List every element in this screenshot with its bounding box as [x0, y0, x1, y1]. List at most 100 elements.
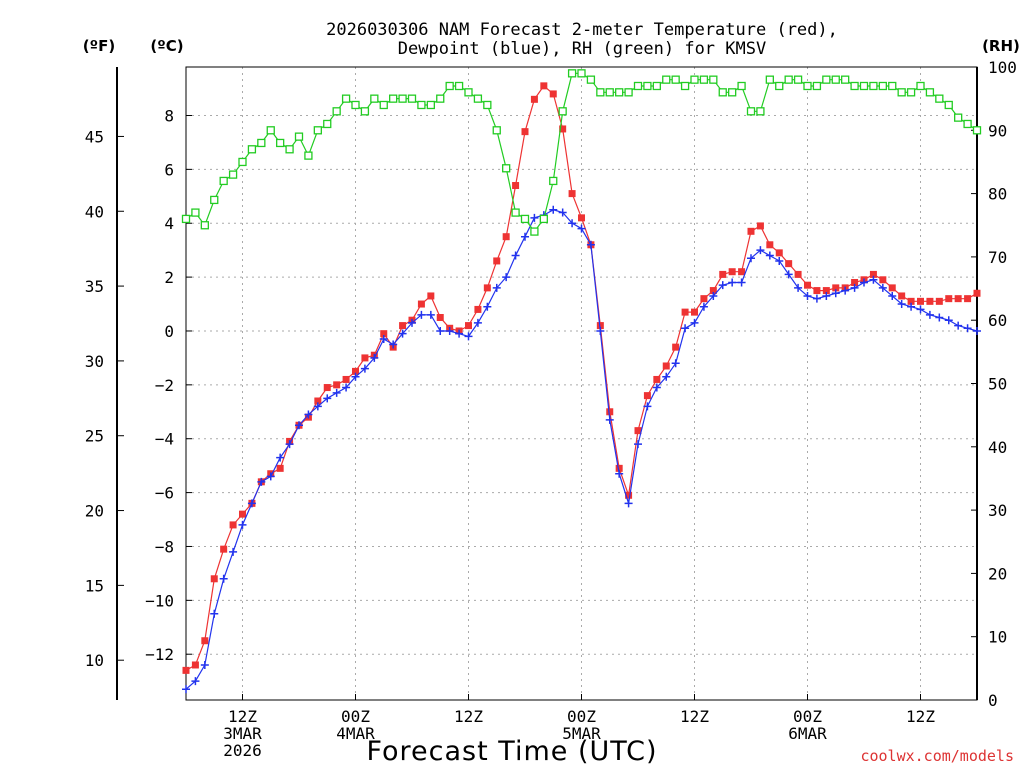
data-point — [530, 213, 539, 222]
source-credit: coolwx.com/models — [860, 747, 1014, 765]
x-tick-label: 3MAR — [223, 724, 262, 743]
data-point — [493, 257, 501, 265]
data-point — [925, 310, 934, 319]
data-point — [285, 145, 294, 154]
rh-tick-label: 10 — [988, 628, 1007, 647]
data-point — [219, 176, 228, 186]
data-point — [813, 287, 821, 295]
data-point — [653, 375, 661, 383]
unit-label-fahrenheit: (ºF) — [83, 37, 115, 55]
data-point — [662, 372, 671, 381]
data-point — [625, 491, 633, 499]
data-point — [765, 75, 774, 84]
x-tick-label: 00Z — [567, 707, 596, 726]
data-point — [652, 81, 661, 91]
data-point — [756, 222, 764, 230]
data-point — [294, 132, 304, 141]
data-point — [634, 440, 642, 449]
data-point — [530, 95, 538, 103]
fahrenheit-tick-label: 30 — [85, 352, 104, 371]
data-point — [342, 375, 350, 383]
data-point — [850, 81, 859, 91]
data-point — [709, 75, 718, 84]
data-point — [831, 289, 840, 298]
data-point — [794, 283, 803, 292]
rh-tick-label: 80 — [988, 185, 1007, 204]
data-point — [323, 384, 331, 392]
data-point — [511, 251, 520, 260]
data-series — [181, 69, 982, 694]
series-dewpoint — [182, 205, 981, 694]
rh-tick-label: 30 — [988, 501, 1007, 520]
fahrenheit-tick-label: 25 — [85, 427, 104, 446]
data-point — [483, 302, 492, 311]
data-point — [690, 318, 699, 327]
data-point — [756, 107, 765, 116]
data-point — [360, 107, 370, 116]
data-point — [398, 94, 407, 103]
data-point — [643, 392, 651, 400]
data-point — [719, 270, 727, 278]
data-point — [709, 287, 717, 295]
celsius-tick-label: 2 — [164, 268, 174, 287]
data-point — [775, 256, 784, 265]
data-point — [615, 464, 623, 472]
data-point — [426, 310, 435, 319]
data-point — [229, 547, 238, 556]
data-point — [794, 270, 802, 278]
data-point — [492, 126, 501, 135]
data-point — [804, 281, 811, 289]
rh-tick-label: 60 — [988, 311, 1007, 330]
data-point — [718, 88, 727, 97]
data-point — [436, 326, 445, 335]
data-point — [681, 324, 690, 333]
data-point — [436, 94, 445, 103]
fahrenheit-tick-label: 10 — [85, 651, 104, 670]
data-point — [973, 326, 981, 335]
data-point — [559, 125, 567, 133]
data-point — [201, 637, 209, 645]
data-point — [465, 322, 472, 330]
data-point — [972, 126, 982, 135]
data-point — [220, 545, 228, 553]
data-point — [888, 284, 896, 292]
data-point — [785, 260, 793, 268]
data-point — [483, 284, 491, 292]
data-point — [511, 208, 520, 217]
data-point — [483, 100, 492, 110]
data-point — [878, 81, 887, 91]
x-tick-label: 4MAR — [336, 724, 375, 743]
data-point — [869, 270, 877, 278]
data-point — [257, 477, 266, 486]
data-point — [832, 284, 840, 292]
data-point — [304, 410, 313, 419]
celsius-tick-label: −4 — [155, 430, 174, 449]
data-point — [568, 190, 576, 198]
data-point — [360, 364, 369, 373]
data-point — [803, 81, 812, 91]
data-point — [945, 295, 953, 303]
data-point — [634, 427, 642, 435]
data-point — [633, 81, 643, 91]
data-point — [869, 81, 878, 91]
data-point — [341, 94, 351, 103]
fahrenheit-tick-label: 40 — [85, 202, 104, 221]
data-point — [596, 322, 604, 330]
data-point — [662, 362, 670, 370]
data-point — [210, 609, 219, 618]
data-point — [314, 397, 322, 405]
data-point — [935, 313, 944, 322]
data-point — [276, 464, 284, 472]
x-axis-title: Forecast Time (UTC) — [366, 736, 657, 767]
data-point — [540, 82, 548, 90]
data-point — [605, 88, 614, 97]
data-point — [700, 295, 708, 303]
rh-tick-label: 20 — [988, 564, 1007, 583]
series-rh — [181, 69, 982, 236]
data-point — [408, 318, 416, 327]
data-point — [709, 291, 718, 300]
celsius-tick-label: 8 — [164, 106, 174, 125]
data-point — [586, 75, 596, 84]
data-point — [370, 353, 379, 362]
